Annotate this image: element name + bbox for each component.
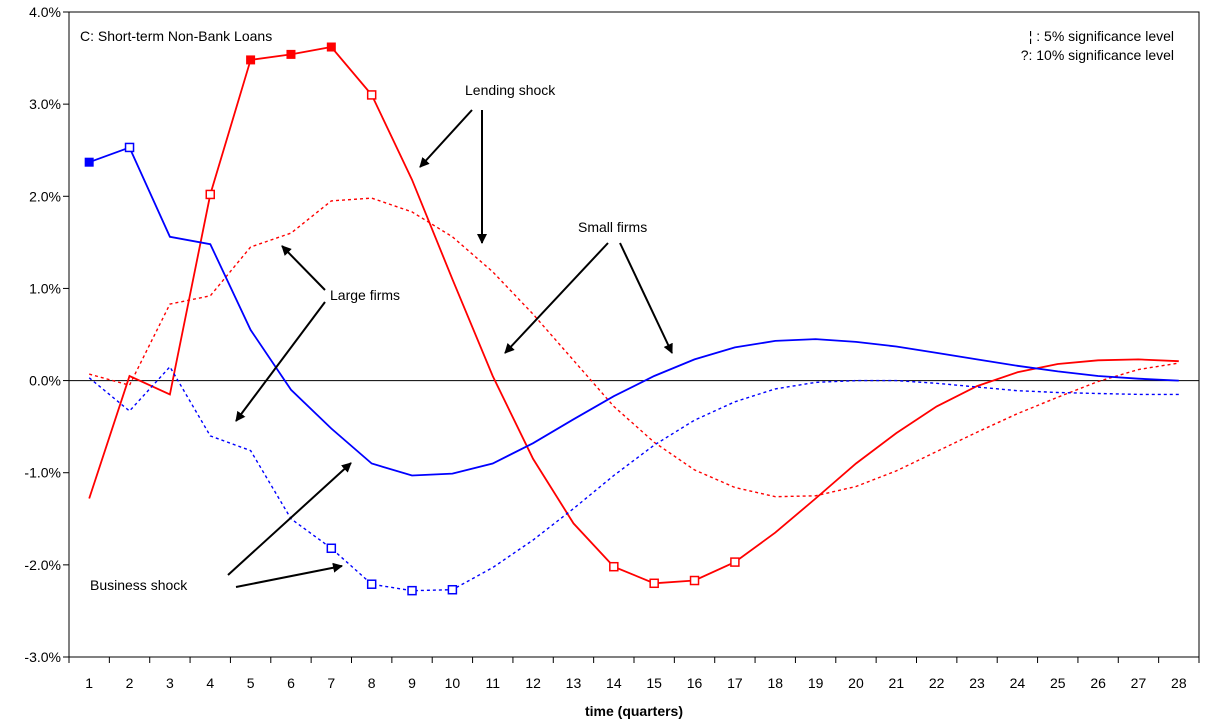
x-tick-label: 20 — [848, 675, 864, 691]
x-tick-label: 11 — [485, 675, 500, 691]
x-tick-label: 13 — [566, 675, 582, 691]
chart-title: C: Short-term Non-Bank Loans — [80, 28, 272, 44]
x-tick-label: 18 — [767, 675, 783, 691]
x-tick-label: 10 — [445, 675, 461, 691]
series-line-business_large — [88, 365, 1179, 592]
x-tick-label: 24 — [1010, 675, 1026, 691]
marker-10pct-business_large — [407, 585, 417, 596]
y-tick-label: 3.0% — [29, 96, 61, 112]
marker-10pct-lending_small — [730, 557, 740, 567]
x-tick-label: 28 — [1171, 675, 1187, 691]
marker-5pct-lending_small — [326, 42, 336, 52]
marker-10pct-lending_small — [689, 575, 700, 586]
series-line-lending_large — [89, 197, 1179, 498]
marker-10pct-lending_small — [366, 90, 377, 100]
x-tick-label: 2 — [126, 675, 134, 691]
arrow-small-firms-2 — [619, 242, 673, 354]
x-tick-label: 16 — [687, 675, 703, 691]
y-tick-label: -1.0% — [24, 465, 61, 481]
annotation-large-firms: Large firms — [330, 287, 400, 303]
marker-10pct-lending_small — [609, 561, 619, 572]
annotation-small-firms: Small firms — [578, 219, 647, 235]
x-tick-label: 6 — [287, 675, 295, 691]
y-tick-label: 2.0% — [29, 188, 61, 204]
x-tick-label: 5 — [247, 675, 255, 691]
annotation-arrows — [227, 109, 673, 588]
arrow-business-shock-1 — [227, 462, 352, 576]
marker-10pct-business_large — [326, 543, 337, 554]
marker-5pct-business_small — [84, 157, 94, 167]
y-tick-label: -2.0% — [24, 557, 61, 573]
marker-5pct-lending_small — [286, 49, 296, 59]
annotation-lending-shock: Lending shock — [465, 82, 556, 98]
arrow-lending-shock-1 — [419, 109, 473, 168]
marker-10pct-business_large — [366, 579, 377, 589]
arrow-small-firms-1 — [504, 242, 609, 354]
arrow-business-shock-2 — [235, 562, 343, 588]
annotation-business-shock: Business shock — [90, 577, 188, 593]
marker-10pct-business_large — [447, 584, 458, 595]
x-tick-label: 12 — [525, 675, 541, 691]
x-tick-label: 14 — [606, 675, 622, 691]
arrow-large-firms-2 — [235, 301, 326, 422]
arrow-large-firms-1 — [281, 245, 326, 291]
x-tick-label: 27 — [1131, 675, 1147, 691]
x-tick-label: 9 — [408, 675, 416, 691]
series-line-lending_small — [88, 46, 1179, 585]
series-line-business_small — [88, 146, 1179, 477]
marker-5pct-lending_small — [246, 55, 256, 65]
x-tick-label: 3 — [166, 675, 174, 691]
plot-frame — [68, 11, 1200, 658]
x-tick-label: 22 — [929, 675, 945, 691]
x-tick-label: 25 — [1050, 675, 1066, 691]
y-tick-label: -3.0% — [24, 649, 61, 665]
marker-10pct-business_small — [124, 142, 135, 153]
x-tick-label: 7 — [327, 675, 335, 691]
y-tick-label: 1.0% — [29, 280, 61, 296]
x-tick-label: 17 — [727, 675, 743, 691]
x-tick-label: 1 — [85, 675, 93, 691]
x-tick-label: 21 — [889, 675, 905, 691]
x-tick-label: 26 — [1090, 675, 1106, 691]
x-tick-label: 4 — [206, 675, 214, 691]
marker-10pct-lending_small — [649, 578, 659, 589]
legend-note-5pct: ¦ : 5% significance level — [1029, 28, 1174, 44]
legend-note-10pct: ?: 10% significance level — [1021, 47, 1174, 63]
x-tick-label: 19 — [808, 675, 824, 691]
x-tick-label: 15 — [646, 675, 662, 691]
x-tick-label: 8 — [368, 675, 376, 691]
y-tick-label: 0.0% — [29, 373, 61, 389]
marker-10pct-lending_small — [205, 189, 215, 200]
x-tick-label: 23 — [969, 675, 985, 691]
x-axis-label: time (quarters) — [585, 703, 683, 719]
y-tick-label: 4.0% — [29, 4, 61, 20]
